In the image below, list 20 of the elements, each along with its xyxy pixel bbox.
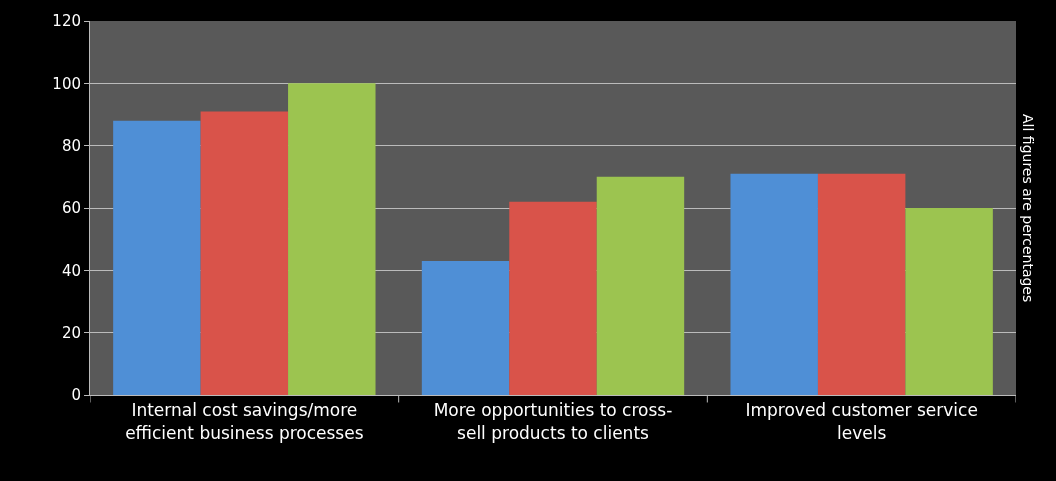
bar	[509, 201, 597, 395]
bar	[200, 111, 289, 395]
bar	[421, 260, 510, 395]
y-tick-label: 20	[61, 323, 81, 342]
y-tick-label: 0	[71, 386, 81, 405]
y-tick-label: 80	[61, 136, 81, 155]
x-tick-label: Internal cost savings/more efficient business processes	[125, 400, 364, 443]
bar	[730, 173, 818, 395]
bar	[113, 120, 201, 395]
bar	[817, 173, 906, 395]
bar	[905, 208, 993, 395]
y-tick-label: 120	[52, 12, 81, 31]
y-tick-label: 40	[61, 261, 81, 280]
x-tick-label: More opportunities to cross- sell products to clients	[433, 400, 673, 443]
text: All figures are percentages	[1020, 114, 1036, 303]
y-tick-label: 100	[52, 74, 81, 93]
bar	[288, 83, 376, 395]
bar	[596, 176, 685, 395]
y-tick-label: 60	[61, 199, 81, 218]
x-tick-label: Improved customer service levels	[745, 400, 978, 443]
